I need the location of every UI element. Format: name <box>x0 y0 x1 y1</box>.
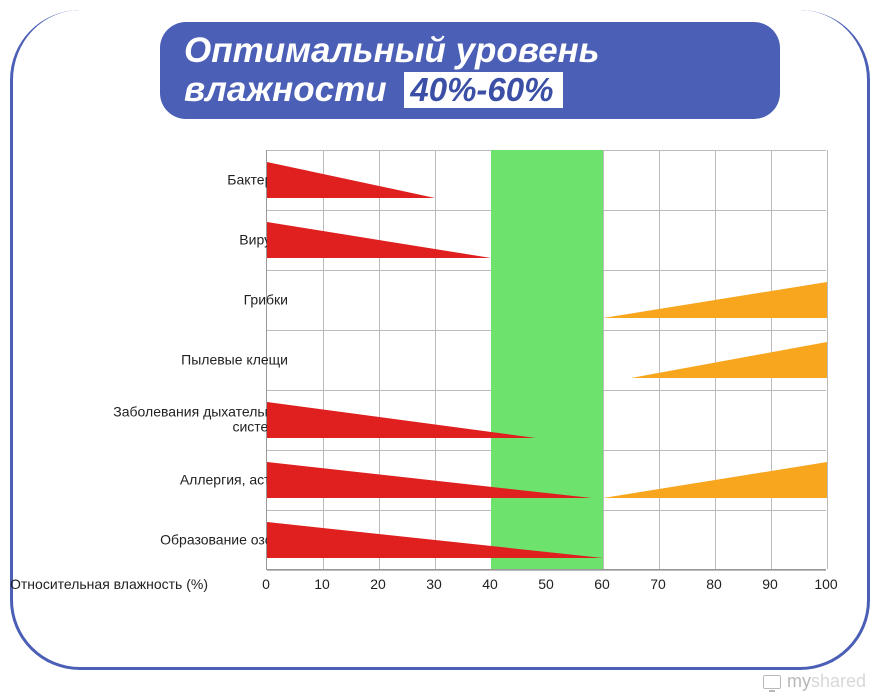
xaxis-tick-label: 30 <box>426 576 442 592</box>
humidity-chart: Относительная влажность (%) 010203040506… <box>70 150 860 610</box>
xaxis-title: Относительная влажность (%) <box>10 576 208 592</box>
risk-wedge <box>631 342 827 378</box>
risk-wedge <box>603 462 827 498</box>
risk-wedge <box>267 402 536 438</box>
xaxis-tick-label: 20 <box>370 576 386 592</box>
row-label: Бактерии <box>68 172 288 187</box>
xaxis-tick-label: 90 <box>762 576 778 592</box>
watermark-part2: shared <box>811 671 866 691</box>
plot-area <box>266 150 826 570</box>
gridline-v <box>603 150 604 569</box>
xaxis-tick-label: 50 <box>538 576 554 592</box>
gridline-v <box>827 150 828 569</box>
row-label: Заболевания дыхательной системы <box>68 405 288 436</box>
risk-wedge <box>267 162 435 198</box>
title-line1: Оптимальный уровень <box>184 32 756 71</box>
monitor-icon <box>763 675 781 689</box>
optimal-band <box>491 150 603 569</box>
xaxis-tick-label: 0 <box>262 576 270 592</box>
gridline-v <box>379 150 380 569</box>
row-label: Пылевые клещи <box>68 352 288 367</box>
row-label: Грибки <box>68 292 288 307</box>
risk-wedge <box>267 462 592 498</box>
row-label: Аллергия, астма <box>68 472 288 487</box>
title-range-value: 40%-60% <box>404 72 563 108</box>
xaxis-tick-label: 10 <box>314 576 330 592</box>
xaxis-tick-label: 40 <box>482 576 498 592</box>
risk-wedge <box>267 522 603 558</box>
risk-wedge <box>267 222 491 258</box>
xaxis-tick-label: 60 <box>594 576 610 592</box>
watermark: myshared <box>763 671 866 692</box>
gridline-v <box>435 150 436 569</box>
xaxis-tick-label: 100 <box>814 576 837 592</box>
xaxis-tick-label: 70 <box>650 576 666 592</box>
title-line2: влажности 40%-60% <box>184 71 756 110</box>
watermark-part1: my <box>787 671 811 691</box>
title-prefix: влажности <box>184 70 387 109</box>
row-label: Образование озона <box>68 532 288 547</box>
title-block: Оптимальный уровень влажности 40%-60% <box>160 22 780 119</box>
xaxis-tick-label: 80 <box>706 576 722 592</box>
gridline-v <box>323 150 324 569</box>
row-label: Вирусы <box>68 232 288 247</box>
gridline-h <box>267 570 826 571</box>
risk-wedge <box>603 282 827 318</box>
